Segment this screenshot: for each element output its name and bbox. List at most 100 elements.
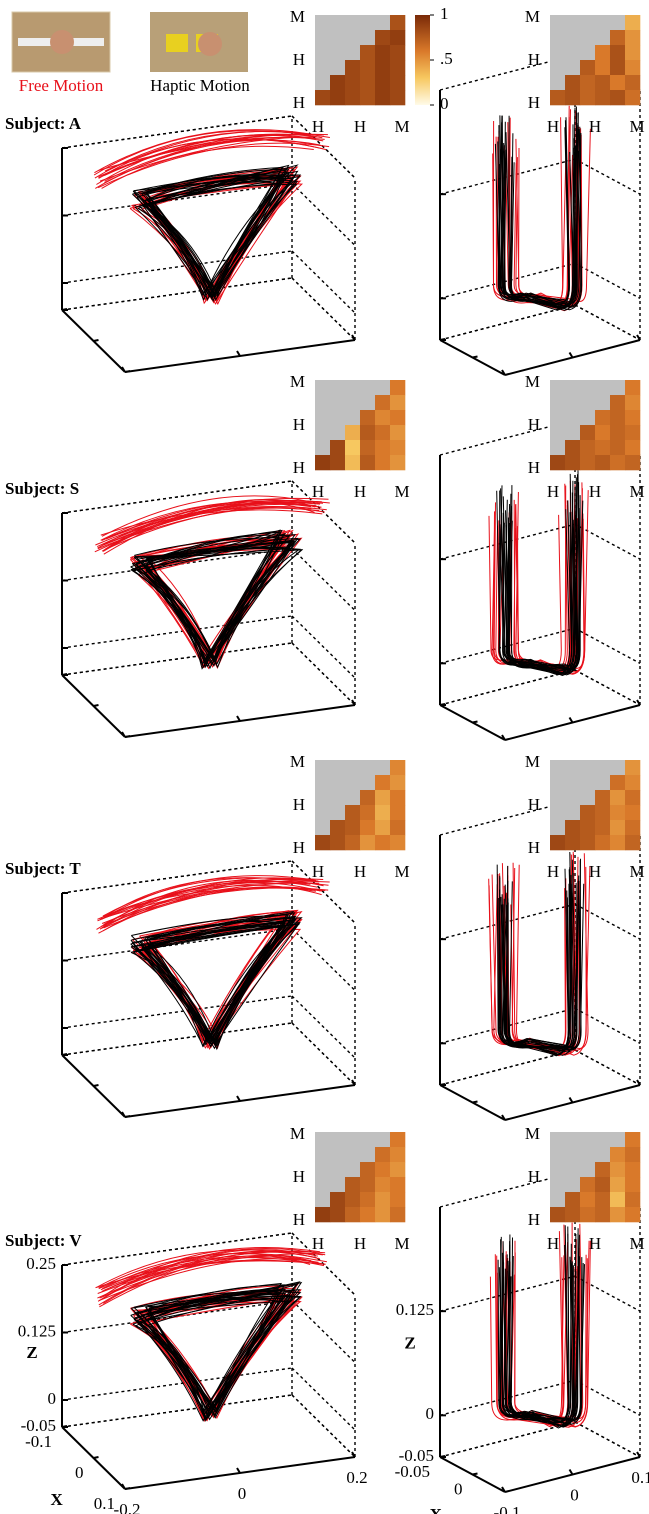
heatmap-cell	[595, 45, 610, 60]
heatmap-row-label: H	[528, 1210, 540, 1229]
heatmap-cell	[375, 835, 390, 850]
heatmap-col-label: H	[547, 862, 559, 881]
heatmap-cell	[375, 790, 390, 805]
heatmap-col-label: H	[312, 117, 324, 136]
heatmap-cell	[625, 60, 640, 75]
grid-line	[292, 184, 355, 246]
heatmap-col-label: M	[629, 117, 644, 136]
tick-mark	[122, 1112, 125, 1117]
heatmap-col-label: H	[312, 482, 324, 501]
trajectory-free	[101, 502, 322, 659]
heatmap-cell	[390, 395, 405, 410]
subject-label: Subject: S	[5, 479, 79, 498]
grid-line	[62, 643, 292, 675]
grid-line	[575, 305, 640, 340]
grid-line	[292, 996, 355, 1058]
heatmap-cell	[565, 820, 580, 835]
heatmap-cell	[565, 1192, 580, 1207]
heatmap-cell	[625, 1177, 640, 1192]
heatmap-cell	[625, 90, 640, 105]
grid-line	[440, 1422, 575, 1457]
heatmap-cell	[595, 60, 610, 75]
tick-mark	[637, 1452, 640, 1457]
grid-line	[62, 1395, 292, 1427]
heatmap-cell	[610, 395, 625, 410]
heatmap-cell	[390, 1207, 405, 1222]
heatmap-row-label: H	[293, 795, 305, 814]
heatmap-cell	[390, 45, 405, 60]
heatmap-cell	[595, 455, 610, 470]
heatmap-cell	[375, 425, 390, 440]
heatmap-cell	[610, 1147, 625, 1162]
heatmap-cell	[345, 820, 360, 835]
heatmap-row-label: H	[293, 93, 305, 112]
heatmap-cell	[565, 1207, 580, 1222]
heatmap-cell	[550, 1207, 565, 1222]
heatmap-cell	[360, 440, 375, 455]
z-tick-label: 0.25	[26, 1254, 56, 1273]
heatmap-cell	[610, 775, 625, 790]
heatmap-cell	[625, 790, 640, 805]
tick-mark	[62, 1054, 67, 1055]
tick-mark	[94, 705, 99, 706]
heatmap-cell	[610, 1192, 625, 1207]
grid-line	[440, 305, 575, 340]
y-tick-label: 0	[570, 1485, 579, 1504]
grid-line	[292, 278, 355, 340]
heatmap-row-label: H	[528, 795, 540, 814]
tick-mark	[637, 1080, 640, 1085]
heatmap-row-label: M	[290, 1124, 305, 1143]
grid-line	[62, 1023, 292, 1055]
heatmap-cell	[580, 440, 595, 455]
heatmap-col-label: M	[629, 862, 644, 881]
heatmap-cell	[390, 835, 405, 850]
heatmap-cell	[315, 1207, 330, 1222]
heatmap-cell	[375, 1207, 390, 1222]
heatmap-cell	[360, 805, 375, 820]
trajectory-free	[512, 868, 571, 1047]
heatmap-cell	[595, 1162, 610, 1177]
heatmap-cell	[390, 60, 405, 75]
heatmap-cell	[375, 1162, 390, 1177]
heatmap-cell	[625, 440, 640, 455]
heatmap-cell	[375, 395, 390, 410]
trajectory-free	[94, 131, 322, 303]
legend-haptic: Haptic Motion	[150, 76, 250, 95]
tick-mark	[440, 1456, 445, 1457]
heatmap-cell	[625, 75, 640, 90]
heatmap-cell	[345, 60, 360, 75]
y-tick-label: 0	[238, 1484, 247, 1503]
heatmap-col-label: M	[394, 117, 409, 136]
x-tick-label: 0	[75, 1463, 84, 1482]
colorbar-tick-label: 1	[440, 4, 449, 23]
grid-line	[292, 1368, 355, 1430]
x-axis-label: X	[51, 1490, 64, 1509]
trajectory-free	[97, 881, 329, 1040]
subject-label: Subject: T	[5, 859, 81, 878]
tick-mark	[94, 340, 99, 341]
heatmap-row-label: M	[525, 752, 540, 771]
heatmap-row-label: H	[528, 415, 540, 434]
tick-mark	[570, 1470, 573, 1475]
heatmap-cell	[360, 1207, 375, 1222]
heatmap-cell	[610, 440, 625, 455]
heatmap-cell	[390, 455, 405, 470]
heatmap-cell	[550, 835, 565, 850]
heatmap-cell	[360, 455, 375, 470]
heatmap-col-label: M	[629, 482, 644, 501]
heatmap-col-label: M	[394, 862, 409, 881]
tick-mark	[440, 1084, 445, 1085]
figure: Free Motion Haptic Motion 1.50MHHHHMMHHH…	[0, 0, 649, 1514]
heatmap-row-label: H	[293, 415, 305, 434]
z-tick-label: 0.125	[18, 1321, 56, 1340]
x-tick-label: -0.1	[25, 1432, 52, 1451]
tick-mark	[352, 700, 355, 705]
heatmap-cell	[360, 45, 375, 60]
heatmap-cell	[625, 1192, 640, 1207]
heatmap-col-label: H	[547, 482, 559, 501]
heatmap-cell	[610, 30, 625, 45]
grid-line	[575, 1050, 640, 1085]
heatmap-cell	[610, 820, 625, 835]
heatmap-cell	[595, 1177, 610, 1192]
trajectory-free	[517, 512, 571, 669]
